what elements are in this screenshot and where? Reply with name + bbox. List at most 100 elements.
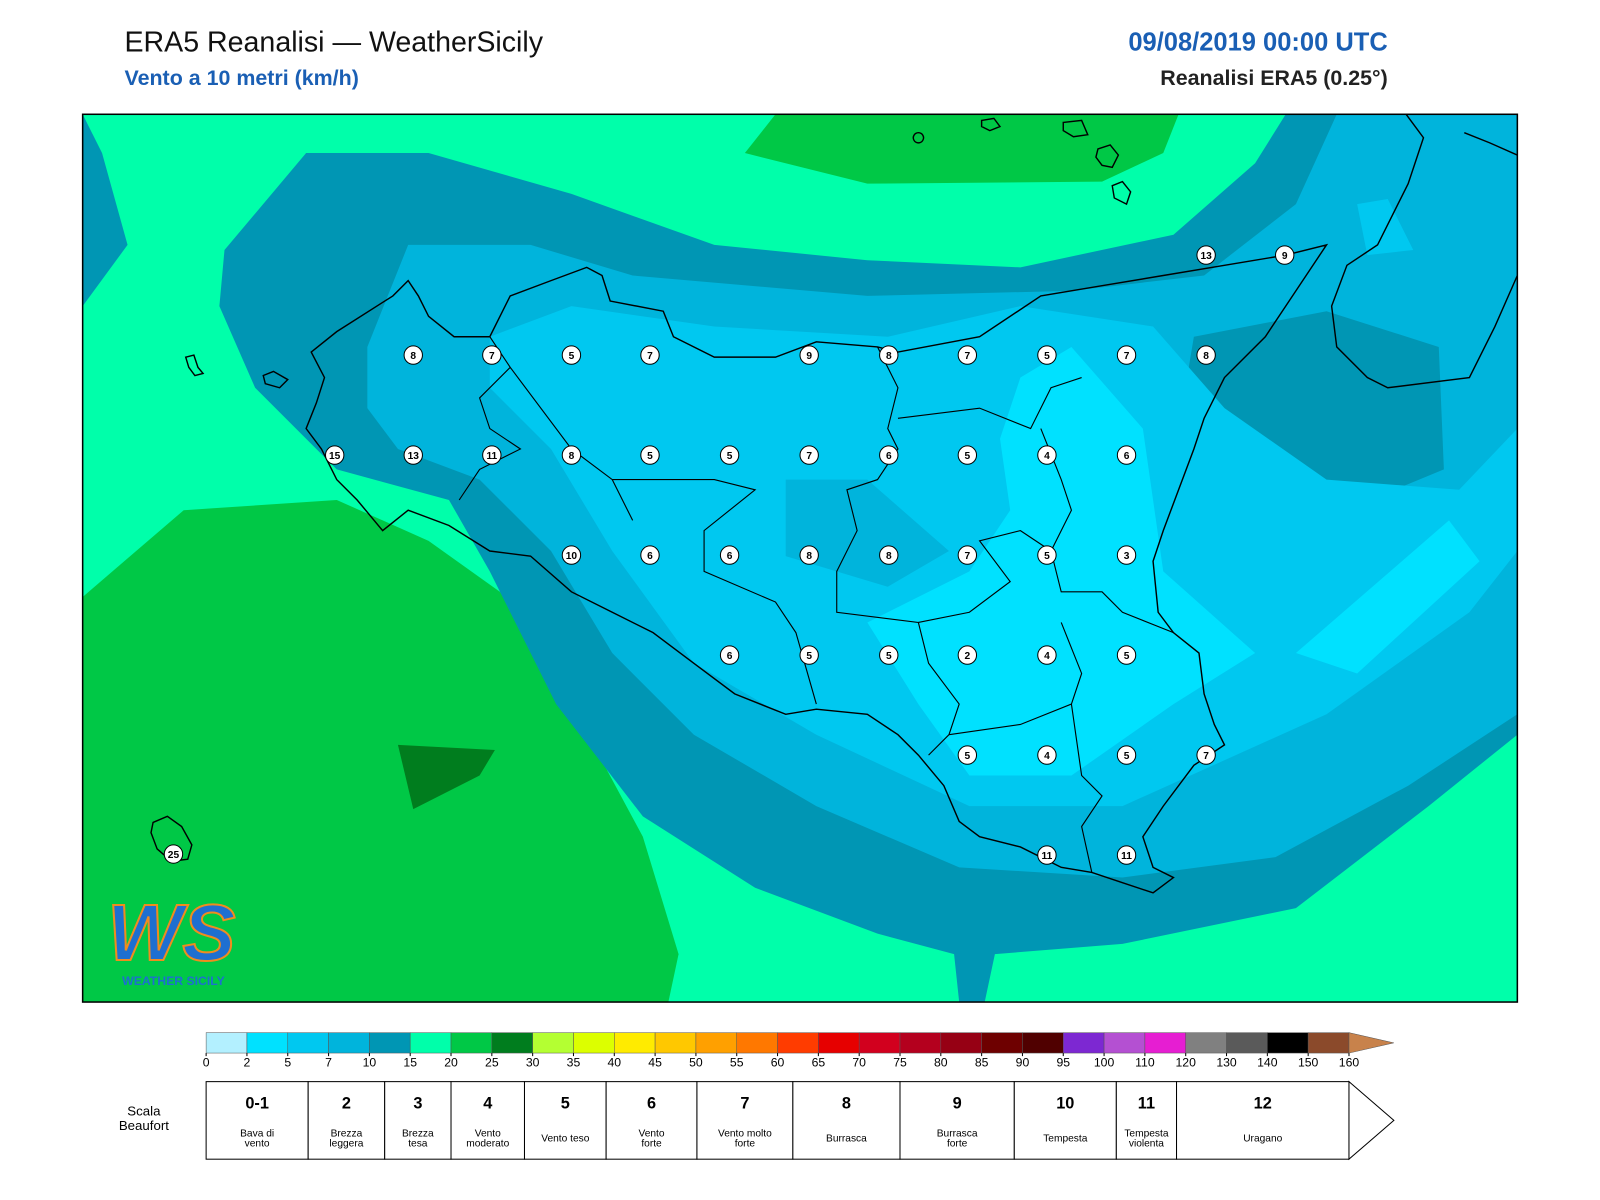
beaufort-force: 2 [342,1094,351,1112]
beaufort-desc: Vento molto [718,1128,772,1139]
color-box [287,1032,329,1054]
beaufort-box [1013,1081,1117,1160]
tick-label: 0 [203,1055,210,1069]
tick-label: 45 [648,1055,662,1069]
station-value: 25 [168,850,180,861]
station-marker [957,445,978,465]
tick-label: 65 [812,1055,826,1069]
beaufort-box [1115,1081,1178,1160]
station-marker [957,645,978,665]
station-marker [719,645,740,665]
tick-label: 85 [975,1055,989,1069]
color-box [777,1032,819,1054]
station-value: 10 [566,551,578,562]
beaufort-force: 11 [1138,1094,1155,1112]
field-10-15 [82,114,128,307]
station-value: 7 [1203,751,1209,762]
station-marker [1196,745,1216,765]
station-marker [403,345,423,365]
tick-label: 30 [526,1055,540,1069]
tick-label: 2 [244,1055,251,1069]
station-value: 11 [1121,851,1132,862]
color-box [654,1032,697,1054]
beaufort-force: 4 [483,1094,492,1112]
station-marker [163,844,184,864]
tick-label: 5 [284,1055,291,1069]
province-borders [458,336,1174,873]
beaufort-box [384,1081,452,1160]
station-marker [403,445,423,465]
field-2-5 [867,346,1256,776]
station-marker [482,445,502,465]
tick-label: 20 [444,1055,458,1069]
tick-label: 75 [893,1055,907,1069]
color-box [573,1032,615,1054]
station-marker [1037,445,1057,465]
station-marker [1037,345,1057,365]
station-value: 7 [965,351,971,362]
beaufort-desc: forte [735,1139,756,1150]
station-marker [1116,645,1137,665]
station-marker [561,345,582,365]
beaufort-force: 3 [413,1094,422,1112]
station-value: 13 [408,451,420,462]
tick-label: 130 [1216,1055,1237,1069]
station-value: 8 [886,351,892,362]
beaufort-force: 0-1 [245,1094,269,1112]
station-value: 8 [569,451,575,462]
tick-label: 10 [363,1055,377,1069]
beaufort-box [1176,1081,1350,1160]
station-value: 5 [965,751,971,762]
color-box [981,1032,1023,1054]
station-marker [957,545,978,565]
beaufort-desc: Brezza [402,1128,434,1139]
tick-label: 100 [1094,1055,1115,1069]
color-box [491,1032,533,1054]
beaufort-box [450,1081,525,1160]
color-box [409,1032,452,1054]
beaufort-desc: forte [947,1139,968,1150]
color-box [246,1032,289,1054]
station-marker [1037,545,1057,565]
station-value: 4 [1044,751,1050,762]
station-marker [1037,745,1057,765]
map-frame [81,113,1519,1003]
beaufort-desc: Uragano [1243,1133,1282,1144]
field-5-7 [1357,198,1414,256]
color-box [1226,1032,1268,1054]
tick-label: 120 [1176,1055,1197,1069]
tick-label: 110 [1135,1055,1155,1069]
tick-label: 25 [485,1055,499,1069]
station-value: 7 [965,551,971,562]
station-marker [879,545,899,565]
station-value: 5 [806,651,812,662]
beaufort-desc: Tempesta [1124,1128,1169,1139]
beaufort-desc: Brezza [331,1128,363,1139]
tick-label: 55 [730,1055,744,1069]
tick-label: 70 [852,1055,866,1069]
color-box [1022,1032,1064,1054]
station-value: 8 [886,551,892,562]
station-value: 5 [1044,551,1050,562]
color-box [940,1032,982,1054]
color-box [858,1032,901,1054]
station-value: 5 [569,351,575,362]
beaufort-label: Scala [127,1104,161,1119]
beaufort-force: 5 [561,1094,570,1112]
station-value: 11 [1042,851,1053,862]
beaufort-force: 9 [953,1094,962,1112]
station-value: 5 [647,451,653,462]
station-marker [799,445,819,465]
beaufort-desc: Burrasca [937,1128,978,1139]
color-box [614,1032,656,1054]
tick-label: 140 [1257,1055,1278,1069]
station-value: 4 [1044,451,1050,462]
tick-label: 35 [567,1055,581,1069]
station-marker [640,345,660,365]
station-marker [1275,245,1295,265]
beaufort-box [792,1081,901,1160]
beaufort-desc: vento [245,1139,270,1150]
islands [150,117,1132,862]
